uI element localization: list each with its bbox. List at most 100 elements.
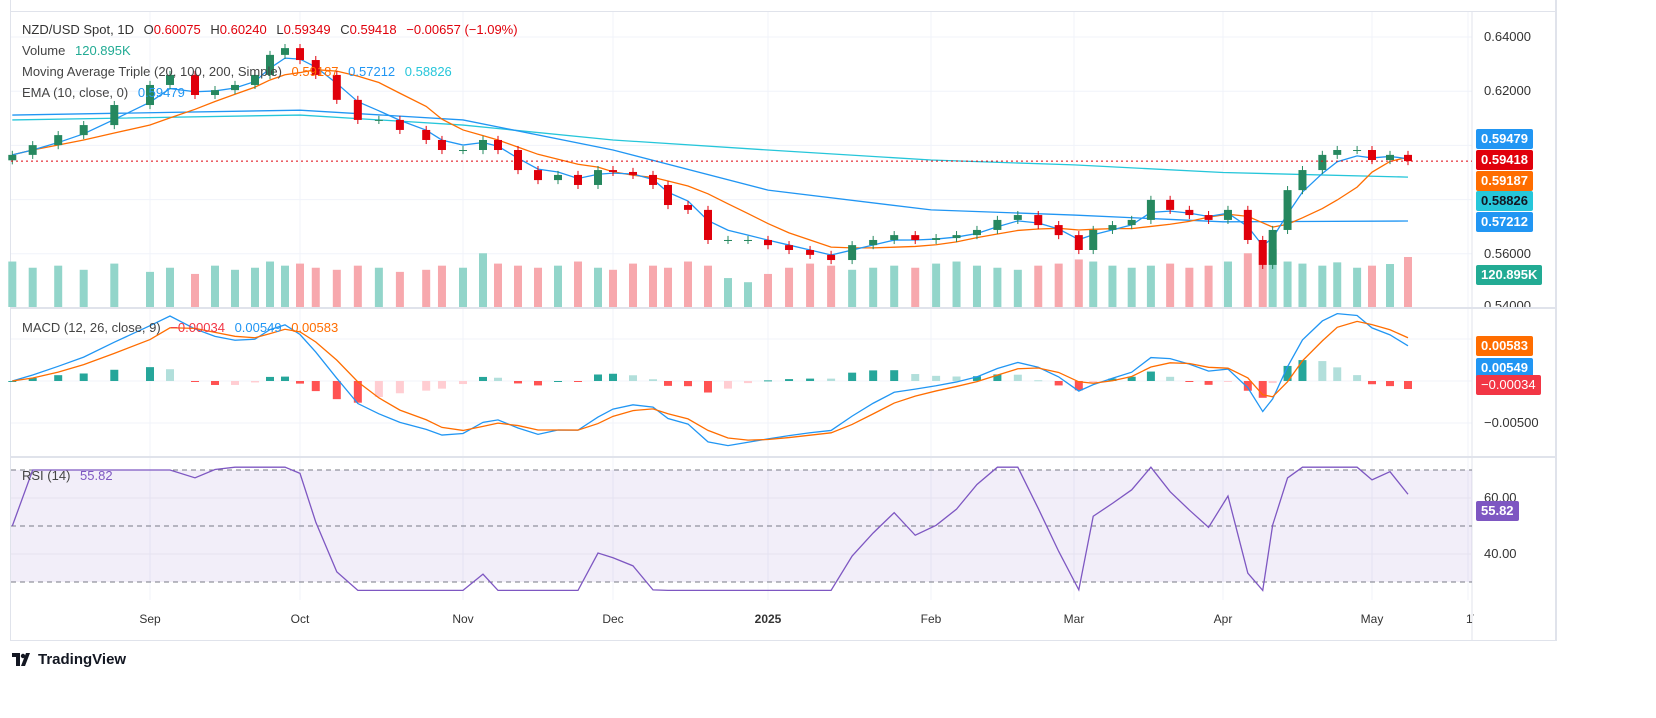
macd-histogram-bar [422,381,431,391]
rsi-label: 55.82 [1476,501,1519,521]
candle-body [664,184,672,206]
candle-body [1089,229,1098,251]
macd-histogram-bar [459,381,467,385]
macd-histogram-bar [785,379,794,381]
candle-body [1204,215,1213,220]
volume-bar [932,263,941,307]
macd-histogram-bar [1258,381,1267,398]
volume-bar [514,265,522,307]
volume-bar [1054,263,1063,307]
candle-body [479,139,487,151]
macd-histogram-bar [827,378,836,381]
candle-body [281,48,289,55]
volume-bar [146,271,154,307]
candle-body [54,135,63,146]
macd-histogram-bar [1223,381,1232,382]
macd-histogram-bar [79,373,88,381]
macd-label: 0.00549 [1476,358,1533,378]
volume-bar [649,265,657,307]
macd-histogram-bar [281,376,289,381]
candle-body [1166,199,1175,210]
price-tick: 0.54000 [1484,298,1531,307]
volume-bar [629,263,637,307]
candle-body [890,235,899,240]
candle-body [1108,225,1117,230]
macd-histogram-bar [1386,381,1394,387]
candle-body [1074,235,1083,251]
ma100-line [12,109,1409,223]
candle-body [848,245,857,261]
ema-price-label: 0.59479 [1476,129,1533,149]
macd-histogram-bar [574,381,582,382]
macd-histogram-bar [1283,365,1292,381]
macd-histogram-bar [1404,381,1412,390]
macd-histogram-bar [848,372,857,381]
signal-label: 0.00583 [1476,336,1533,356]
ohlc-low: L0.59349 [276,22,331,37]
volume-bar [479,253,487,307]
macd-histogram-bar [1298,360,1307,381]
volume-bar [848,269,857,307]
candle-body [574,174,582,185]
macd-histogram-bar [869,370,878,381]
volume-bar [806,263,815,307]
macd-legend-label: MACD (12, 26, close, 9) [22,320,161,335]
macd-histogram-bar [1353,375,1362,381]
volume-bar [231,269,239,307]
volume-bar [437,265,446,307]
time-tick: 2025 [754,612,782,626]
candle-body [353,99,362,120]
rsi-legend-label: RSI (14) [22,468,71,483]
volume-bar [534,267,542,307]
ema-value: 0.59479 [137,85,185,100]
macd-histogram-bar [54,375,63,381]
volume-bar [993,267,1002,307]
tradingview-logo[interactable]: TradingView [12,651,126,668]
candle-body [1054,225,1063,236]
macd-histogram-bar [1013,374,1022,381]
volume-legend-label: Volume [22,43,66,58]
candle-body [1034,215,1043,226]
volume-bar [79,269,88,307]
rsi-tick: 40.00 [1484,546,1517,561]
last-price-label: 0.59418 [1476,150,1533,170]
volume-bar [110,263,119,307]
macd-histogram-bar [1185,381,1194,382]
volume-legend: Volume 120.895K [22,43,137,58]
candle-body [972,229,981,236]
candle-body [296,48,304,61]
macd-histogram-bar [764,380,772,382]
volume-bar [684,261,692,307]
candle-body [744,239,752,241]
symbol-title: NZD/USD Spot, 1D [22,22,134,37]
candle-body [1353,150,1362,152]
hist-label: −0.00034 [1476,375,1541,395]
macd-histogram-bar [514,381,522,384]
macd-histogram-bar [629,375,637,381]
ohlc-close: C0.59418 [340,22,397,37]
price-tick: 0.56000 [1484,246,1531,261]
macd-histogram-bar [664,381,672,386]
tradingview-logo-icon [12,653,30,666]
candle-body [1368,150,1376,161]
candle-body [952,235,961,239]
macd-histogram-bar [494,377,502,381]
macd-histogram-bar [251,381,259,383]
candle-body [266,54,274,75]
macd-histogram-bar [395,381,404,394]
candle-body [764,239,772,246]
macd-hist-value: −0.00034 [170,320,225,335]
volume-bar [911,267,920,307]
rsi-legend: RSI (14) 55.82 [22,468,119,483]
candle-body [395,119,404,130]
candle-body [1127,219,1136,226]
macd-histogram-bar [744,381,752,384]
volume-bar [311,267,320,307]
candle-body [231,84,239,91]
candle-body [1386,154,1394,161]
ohlc-high: H0.60240 [210,22,267,37]
volume-bar [1013,269,1022,307]
volume-bar [574,261,582,307]
candle-body [1333,150,1342,155]
